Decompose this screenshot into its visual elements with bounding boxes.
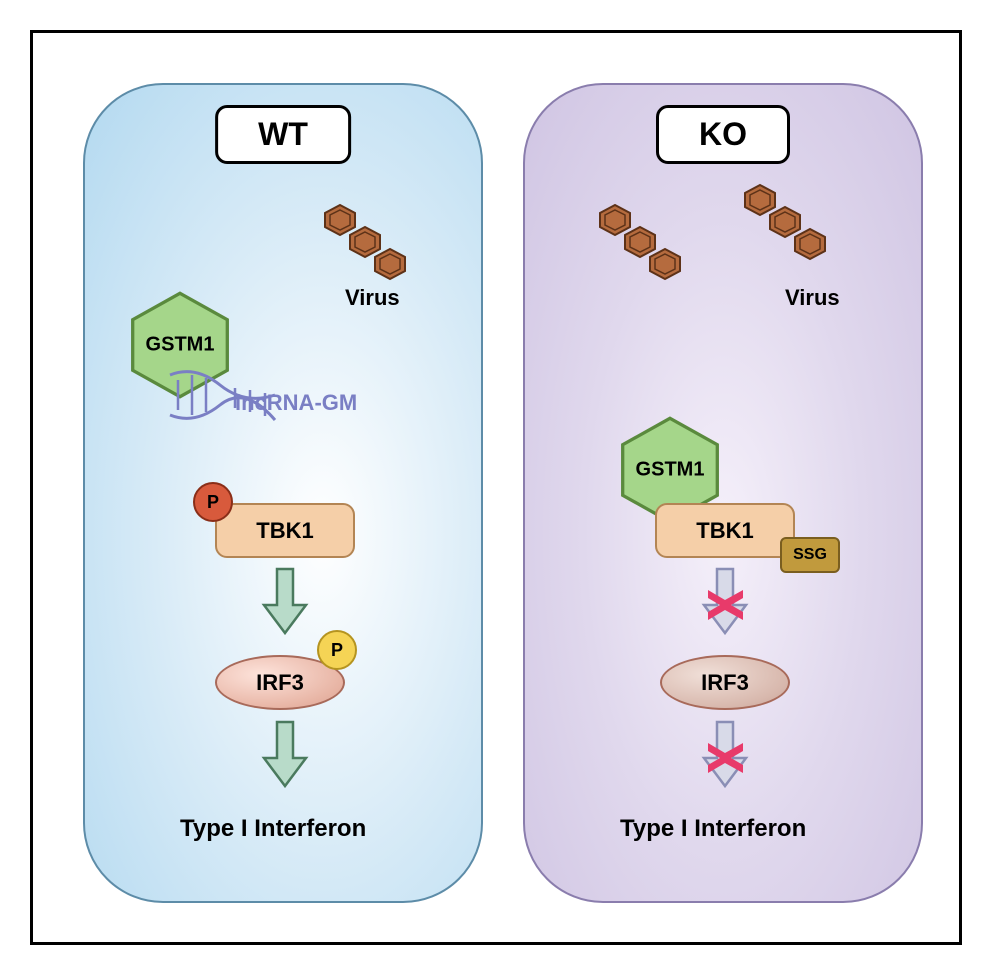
virus-cluster-ko-1 — [585, 190, 705, 295]
ssg-tag-icon: SSG — [780, 537, 840, 573]
virus-icon — [730, 170, 850, 270]
phospho-red-icon: P — [193, 482, 233, 522]
arrow-wt-2 — [260, 720, 310, 795]
ko-title: KO — [656, 105, 790, 164]
wt-cell-panel: WT Virus — [83, 83, 483, 903]
x-block-icon-1 — [703, 578, 748, 628]
tbk1-box-wt: TBK1 — [215, 503, 355, 558]
lncrna-label: lncRNA-GM — [235, 390, 357, 416]
wt-title: WT — [215, 105, 351, 164]
ko-cell-panel: KO — [523, 83, 923, 903]
virus-cluster-wt — [305, 185, 425, 300]
virus-cluster-ko-2 — [730, 170, 850, 275]
x-block-icon-2 — [703, 731, 748, 781]
virus-label-ko: Virus — [785, 285, 840, 311]
diagram-frame: WT Virus — [30, 30, 962, 945]
gstm1-label-ko: GSTM1 — [636, 459, 705, 482]
output-label-ko: Type I Interferon — [620, 815, 806, 843]
irf3-oval-ko: IRF3 — [660, 655, 790, 710]
virus-icon — [305, 185, 425, 295]
phospho-yellow-icon: P — [317, 630, 357, 670]
virus-icon — [585, 190, 705, 290]
tbk1-box-ko: TBK1 — [655, 503, 795, 558]
virus-label-wt: Virus — [345, 285, 400, 311]
arrow-wt-1 — [260, 567, 310, 642]
output-label-wt: Type I Interferon — [180, 815, 366, 843]
gstm1-label-wt: GSTM1 — [146, 334, 215, 357]
